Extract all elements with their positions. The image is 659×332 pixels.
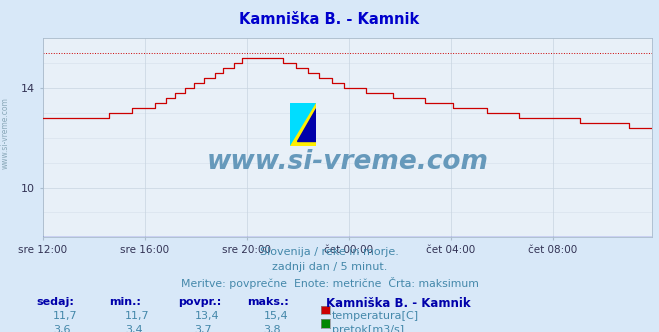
Text: 15,4: 15,4: [264, 311, 288, 321]
Polygon shape: [290, 103, 316, 146]
Text: Kamniška B. - Kamnik: Kamniška B. - Kamnik: [239, 12, 420, 27]
Text: Kamniška B. - Kamnik: Kamniška B. - Kamnik: [326, 297, 471, 310]
Text: www.si-vreme.com: www.si-vreme.com: [207, 149, 488, 175]
Text: zadnji dan / 5 minut.: zadnji dan / 5 minut.: [272, 262, 387, 272]
Text: 13,4: 13,4: [194, 311, 219, 321]
Text: min.:: min.:: [109, 297, 140, 307]
Text: 11,7: 11,7: [53, 311, 77, 321]
Text: temperatura[C]: temperatura[C]: [332, 311, 419, 321]
Text: 3,6: 3,6: [53, 325, 71, 332]
Text: pretok[m3/s]: pretok[m3/s]: [332, 325, 404, 332]
Text: www.si-vreme.com: www.si-vreme.com: [1, 97, 10, 169]
Text: povpr.:: povpr.:: [178, 297, 221, 307]
Text: Meritve: povprečne  Enote: metrične  Črta: maksimum: Meritve: povprečne Enote: metrične Črta:…: [181, 277, 478, 289]
Text: sedaj:: sedaj:: [36, 297, 74, 307]
Text: maks.:: maks.:: [247, 297, 289, 307]
Text: 3,7: 3,7: [194, 325, 212, 332]
Text: Slovenija / reke in morje.: Slovenija / reke in morje.: [260, 247, 399, 257]
Polygon shape: [297, 108, 316, 141]
Text: 3,8: 3,8: [264, 325, 281, 332]
Polygon shape: [290, 103, 316, 146]
Text: 11,7: 11,7: [125, 311, 150, 321]
Text: 3,4: 3,4: [125, 325, 143, 332]
